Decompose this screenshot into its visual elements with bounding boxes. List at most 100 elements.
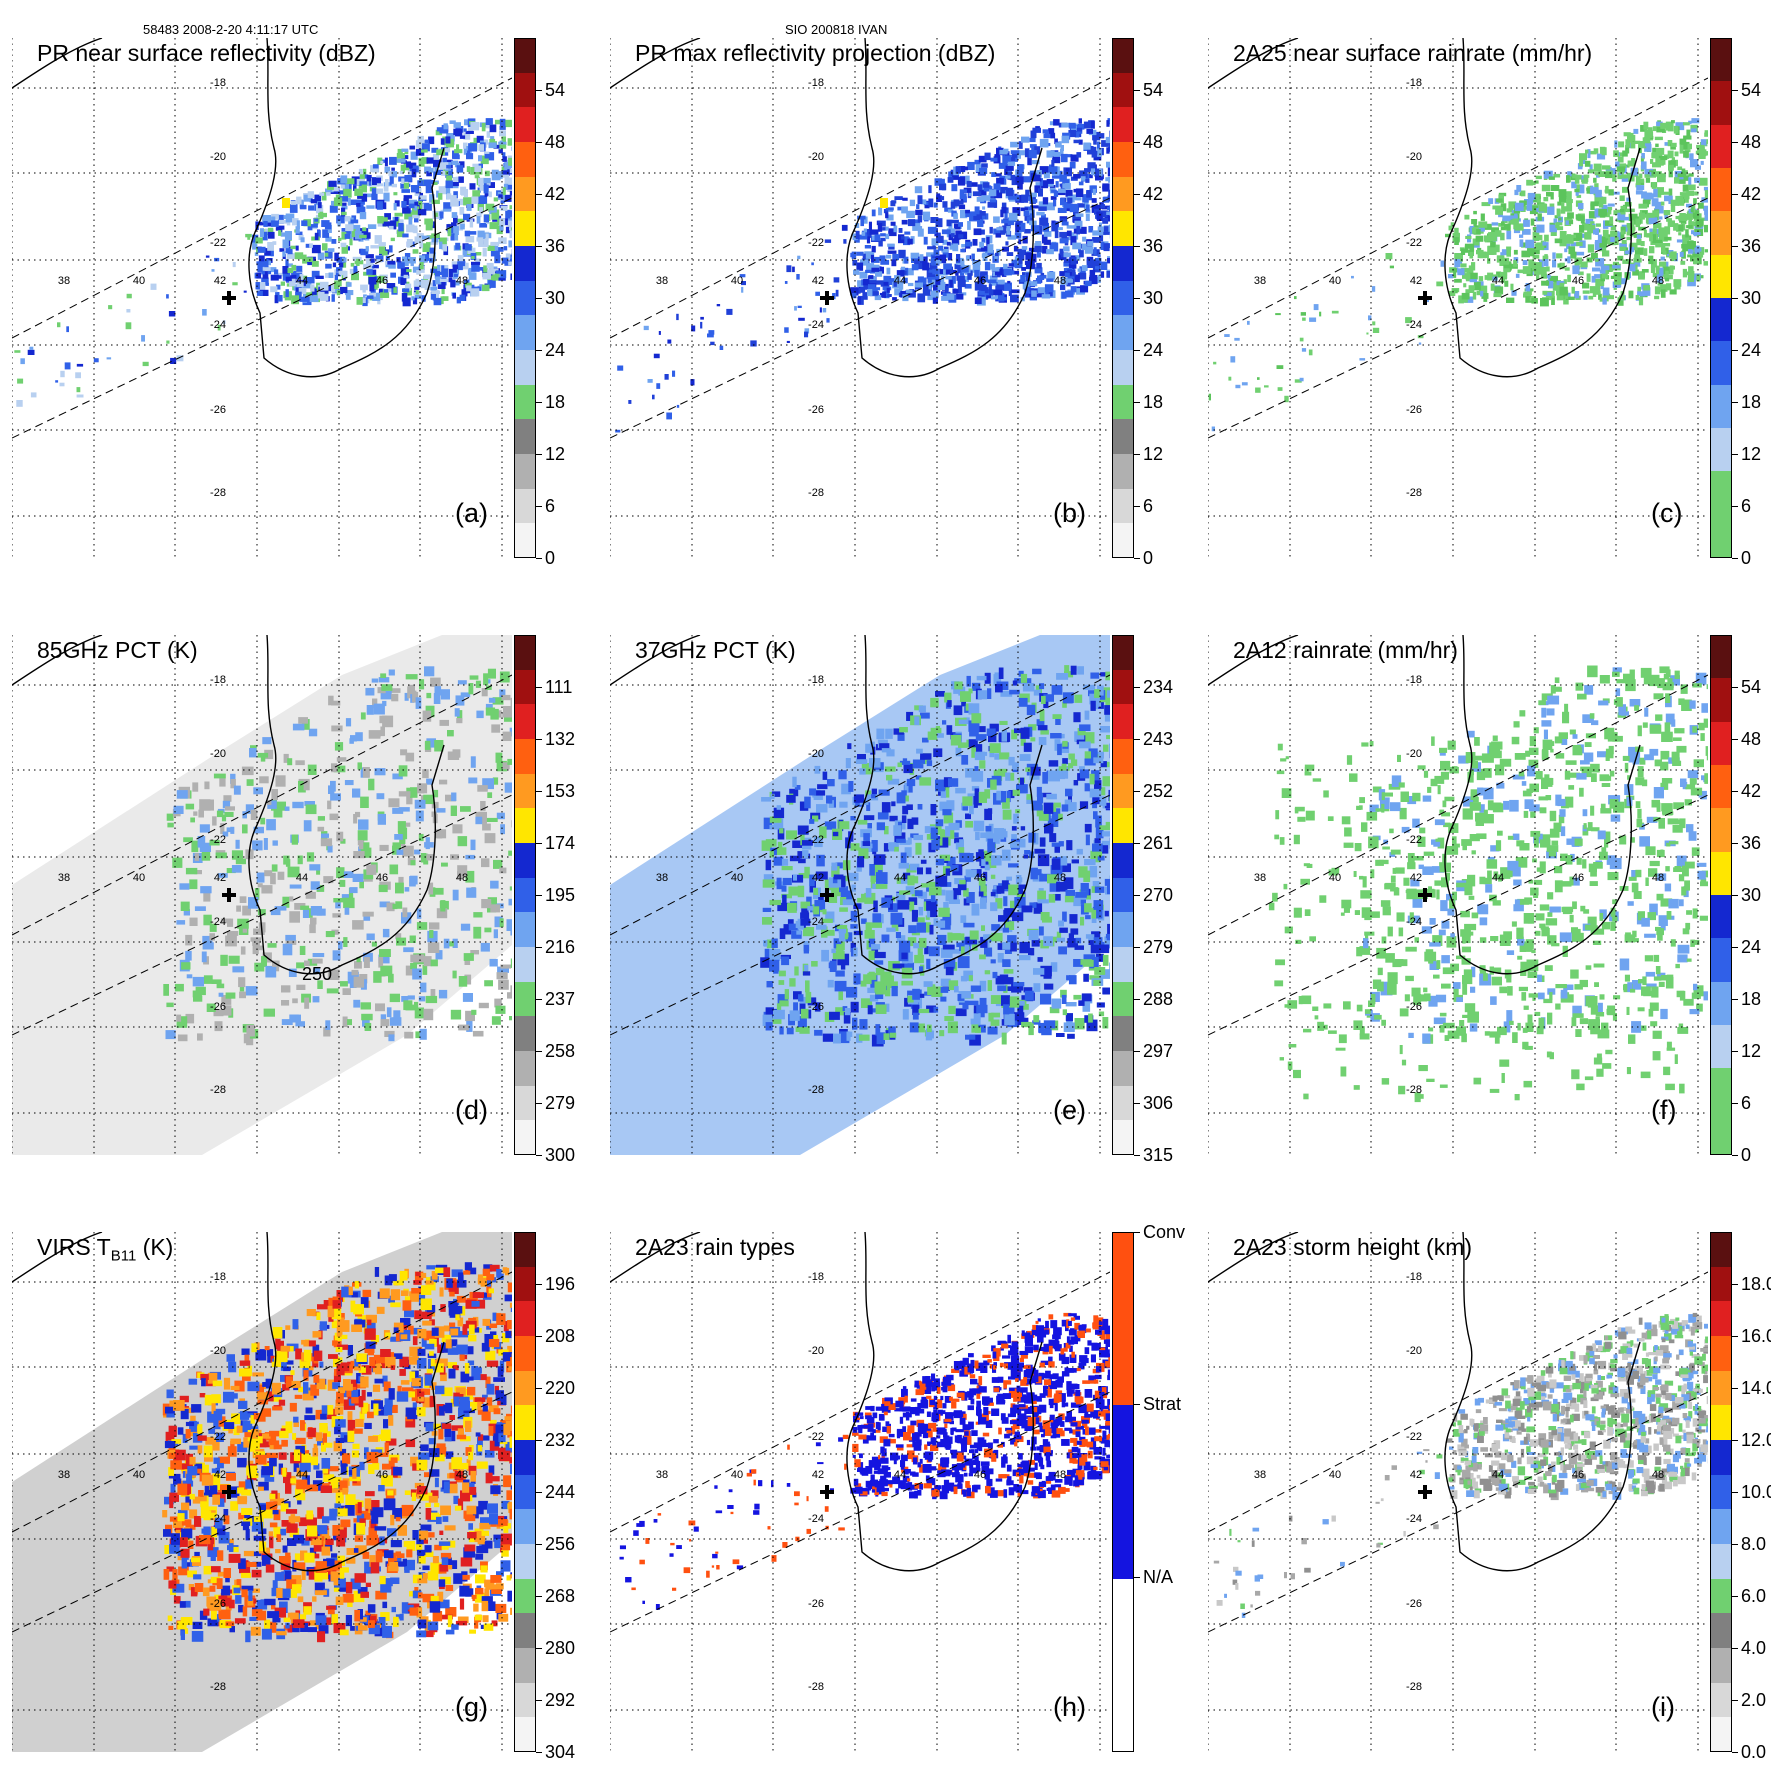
precip-pixel [272, 241, 277, 245]
precip-pixel [450, 854, 459, 860]
precip-pixel [418, 198, 423, 205]
precip-pixel [319, 192, 325, 196]
precip-pixel [863, 228, 867, 233]
precip-pixel [857, 215, 866, 220]
precip-pixel [457, 255, 464, 262]
precip-pixel [285, 934, 296, 941]
precip-pixel [1077, 728, 1086, 736]
precip-pixel [1043, 239, 1051, 245]
colorbar-swatch [514, 38, 536, 74]
precip-pixel [179, 883, 190, 890]
precip-pixel [434, 166, 438, 172]
precip-pixel [1668, 195, 1673, 204]
precip-pixel [926, 269, 936, 279]
precip-pixel [389, 993, 400, 1003]
precip-pixel [382, 928, 390, 938]
precip-pixel [1024, 229, 1031, 234]
precip-pixel [838, 770, 847, 780]
precip-pixel [309, 295, 319, 302]
precip-pixel [1461, 297, 1468, 303]
precip-pixel [1644, 144, 1652, 152]
precip-pixel [435, 215, 441, 219]
precip-pixel [1080, 916, 1085, 926]
precip-pixel [1048, 760, 1059, 767]
precip-pixel [1454, 259, 1461, 268]
precip-pixel [331, 929, 339, 935]
precip-pixel [707, 333, 714, 338]
precip-pixel [998, 752, 1010, 760]
precip-pixel [1536, 270, 1540, 280]
coastline [1444, 38, 1641, 378]
precip-pixel [413, 280, 420, 287]
precip-pixel [1650, 159, 1654, 164]
precip-pixel [410, 954, 420, 963]
precip-pixel [1596, 153, 1606, 160]
precip-pixel [1598, 196, 1607, 205]
precip-pixel [1652, 147, 1656, 154]
precip-pixel [420, 853, 427, 863]
precip-pixel [191, 840, 199, 853]
colorbar-tick [536, 1155, 542, 1156]
precip-pixel [1102, 776, 1110, 787]
precip-pixel [1014, 678, 1023, 684]
colorbar-tick-label: 12 [545, 444, 566, 464]
precip-pixel [932, 268, 941, 275]
precip-pixel [353, 185, 357, 191]
precip-pixel [1679, 251, 1684, 257]
precip-pixel [1648, 255, 1654, 265]
precip-pixel [360, 712, 366, 720]
precip-pixel [421, 149, 428, 153]
precip-pixel [1041, 294, 1051, 299]
precip-pixel [310, 881, 320, 890]
precip-pixel [352, 273, 359, 277]
precip-pixel [1097, 855, 1105, 861]
precip-pixel [848, 781, 854, 792]
precip-pixel [1521, 242, 1527, 248]
precip-pixel [353, 225, 359, 232]
precip-pixel [1625, 145, 1630, 154]
precip-pixel [1468, 272, 1478, 280]
precip-pixel [676, 404, 680, 408]
precip-pixel [1669, 265, 1674, 275]
precip-pixel [1011, 826, 1017, 831]
precip-pixel [454, 162, 461, 168]
precip-pixel [412, 249, 419, 254]
precip-pixel [445, 169, 453, 178]
precip-pixel [429, 194, 435, 203]
colorbar-tick-label: 6 [1143, 496, 1154, 516]
precip-pixel [474, 165, 482, 172]
precip-pixel [1691, 230, 1695, 235]
precip-pixel [221, 814, 227, 822]
precip-pixel [1065, 208, 1071, 212]
precip-pixel [480, 942, 490, 952]
colorbar-tick-label: 0 [1143, 548, 1154, 568]
precip-pixel [453, 215, 458, 223]
precip-pixel [1055, 142, 1061, 148]
coastline [12, 635, 103, 686]
precip-pixel [371, 188, 377, 198]
precip-pixel [1602, 293, 1609, 302]
precip-pixel [418, 141, 423, 151]
precip-pixel [374, 768, 386, 776]
precip-pixel [1703, 186, 1708, 191]
precip-pixel [1515, 273, 1520, 278]
precip-pixel [912, 223, 921, 231]
precip-pixel [1575, 214, 1581, 220]
precip-pixel [389, 1017, 402, 1026]
precip-pixel [493, 859, 503, 869]
precip-pixel [357, 762, 362, 770]
precip-pixel [955, 787, 966, 794]
precip-pixel [1037, 287, 1047, 297]
precip-pixel [1629, 246, 1635, 253]
precip-pixel [1495, 244, 1500, 253]
precip-pixel [1540, 273, 1548, 279]
precip-pixel [305, 243, 312, 248]
precip-pixel [1002, 155, 1011, 164]
precip-pixel [384, 166, 391, 173]
precip-pixel [1653, 188, 1658, 198]
precip-pixel [406, 224, 415, 233]
precip-pixel [960, 210, 968, 219]
precip-pixel [957, 284, 962, 294]
precip-pixel [460, 186, 467, 195]
data-overlay [14, 118, 512, 407]
